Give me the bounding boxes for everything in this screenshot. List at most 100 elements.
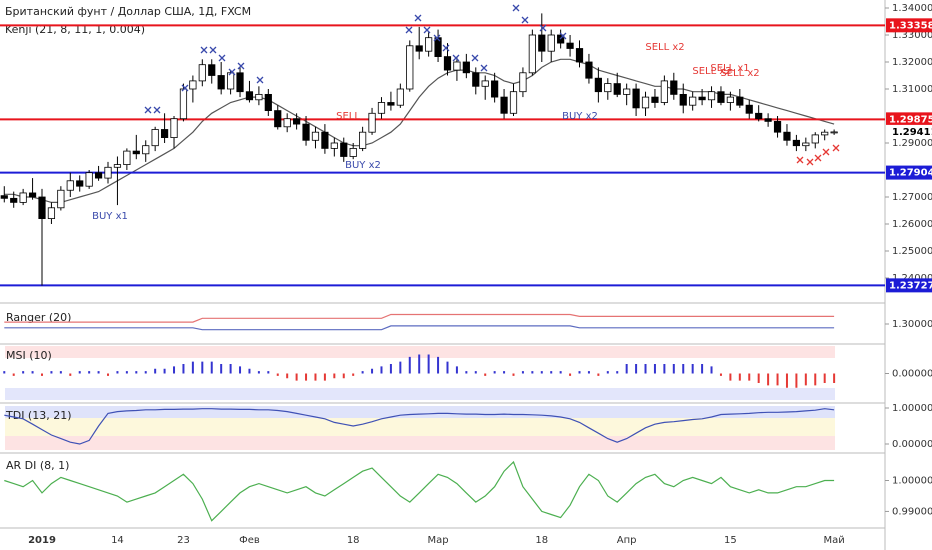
pane-title: TDI (13, 21) xyxy=(5,409,72,422)
y-tick-label: 1.25000 xyxy=(892,246,932,257)
signal-cross xyxy=(480,64,488,72)
msi-bar xyxy=(767,373,770,386)
separators xyxy=(0,0,886,550)
candle-body xyxy=(57,189,65,209)
x-tick-label: 18 xyxy=(535,535,548,546)
msi-bar xyxy=(748,373,751,381)
msi-bar xyxy=(531,371,534,374)
signal-cross xyxy=(822,148,830,156)
signal-cross xyxy=(405,26,413,34)
msi-upper-band xyxy=(5,346,835,358)
msi-bar xyxy=(276,373,279,376)
signal-label: SELL xyxy=(336,111,360,122)
signal-label: BUY x1 xyxy=(92,211,128,222)
msi-bar xyxy=(587,371,590,374)
msi-bar xyxy=(88,371,91,374)
candle-body xyxy=(38,196,46,219)
signal-cross xyxy=(442,44,450,52)
signal-label: BUY x2 xyxy=(345,160,381,171)
msi-bar xyxy=(503,371,506,374)
signal-cross xyxy=(796,156,804,164)
candle-body xyxy=(236,72,244,93)
msi-bar xyxy=(521,371,524,374)
msi-bar xyxy=(682,364,685,374)
msi-bar xyxy=(427,354,430,374)
msi-bar xyxy=(597,373,600,376)
y-tick-label: 1.29000 xyxy=(892,138,932,149)
msi-bar xyxy=(267,371,270,374)
y-tick-label: 1.30000 xyxy=(892,319,932,330)
signal-cross xyxy=(414,14,422,22)
y-tick-label: 0.00000 xyxy=(892,439,932,450)
candle-body xyxy=(151,129,159,147)
candle-body xyxy=(19,192,27,203)
msi-bar xyxy=(257,371,260,374)
msi-bar xyxy=(446,361,449,374)
level-label-box xyxy=(886,18,932,33)
y-tick-label: 0.00000 xyxy=(892,369,932,380)
level-label: 1.29875 xyxy=(889,114,932,125)
msi-bar xyxy=(653,364,656,374)
candle-body xyxy=(264,93,272,111)
candle-body xyxy=(528,34,536,74)
msi-bar xyxy=(59,371,62,374)
msi-bar xyxy=(389,364,392,374)
candle-body xyxy=(189,80,197,90)
msi-bar xyxy=(408,356,411,374)
msi-bar xyxy=(399,361,402,374)
msi-bar xyxy=(229,364,232,374)
candle-body xyxy=(396,88,404,106)
level-label: 1.23727 xyxy=(889,280,932,291)
msi-bar xyxy=(606,371,609,374)
msi-bar xyxy=(701,364,704,374)
msi-bar xyxy=(286,373,289,379)
candle-body xyxy=(340,142,348,157)
msi-bar xyxy=(78,371,81,374)
msi-bar xyxy=(550,371,553,374)
msi-bar xyxy=(22,371,25,374)
candle-body xyxy=(359,131,367,149)
candle-body xyxy=(717,91,725,103)
candle-body xyxy=(736,96,744,106)
candle-body xyxy=(651,96,659,103)
candle-body xyxy=(94,172,103,179)
msi-bar xyxy=(757,373,760,383)
last-price-box xyxy=(886,124,932,139)
y-tick-label: 1.00000 xyxy=(892,403,932,414)
signal-cross xyxy=(814,154,822,162)
y-tick-label: 1.34000 xyxy=(892,3,932,14)
indicator-line xyxy=(4,58,835,203)
msi-bar xyxy=(418,354,421,374)
candle-body xyxy=(198,64,206,82)
candle-body xyxy=(85,172,93,187)
signal-cross xyxy=(153,106,161,114)
tdi-upper-band xyxy=(5,406,835,418)
chart-title: Британский фунт / Доллар США, 1Д, FXCM xyxy=(5,5,251,18)
signal-cross xyxy=(433,34,441,42)
msi-bar xyxy=(154,368,157,374)
msi-bar xyxy=(314,373,317,381)
msi-bar xyxy=(107,373,110,376)
candle-body xyxy=(689,96,697,106)
x-tick-label: 14 xyxy=(111,535,124,546)
candle-body xyxy=(566,42,574,49)
msi-bar xyxy=(663,364,666,374)
candle-body xyxy=(641,96,650,109)
msi-bar xyxy=(333,373,336,379)
candle-body xyxy=(274,110,282,128)
msi-bar xyxy=(493,371,496,374)
msi-bar xyxy=(41,373,43,376)
msi-bar xyxy=(635,364,638,374)
signal-cross xyxy=(512,4,520,12)
msi-bar xyxy=(295,373,298,381)
tdi-middle-band xyxy=(5,418,835,436)
msi-bar xyxy=(625,364,628,374)
candle-body xyxy=(604,83,612,93)
msi-bar xyxy=(201,361,204,374)
candle-body xyxy=(830,131,838,134)
msi-bar xyxy=(69,373,72,376)
signal-cross xyxy=(228,68,236,76)
candle-body xyxy=(76,180,84,187)
